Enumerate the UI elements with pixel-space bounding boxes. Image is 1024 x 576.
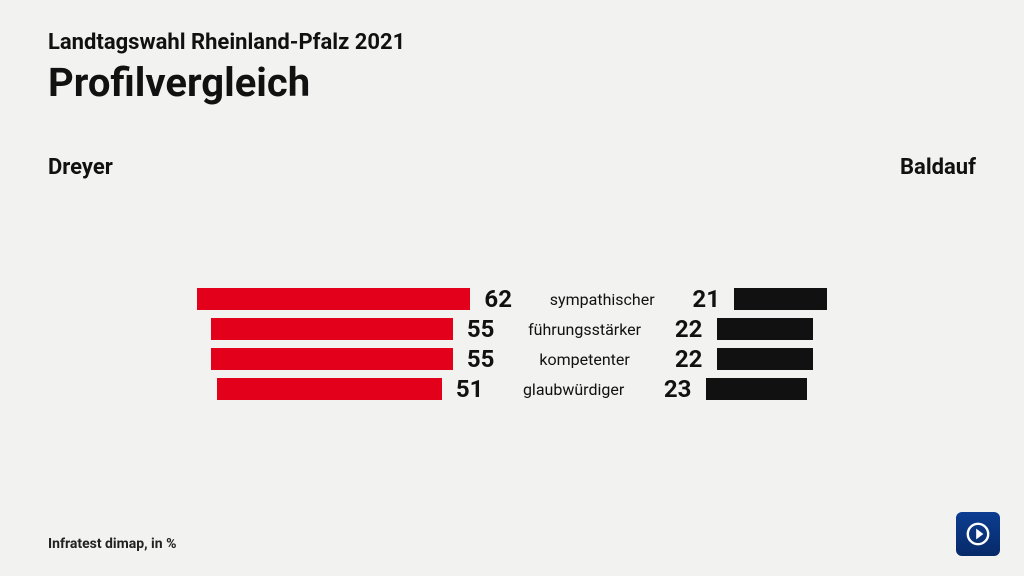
right-bar bbox=[706, 378, 807, 400]
right-value: 23 bbox=[654, 375, 702, 403]
right-value: 22 bbox=[665, 345, 713, 373]
table-row: 62sympathischer21 bbox=[0, 284, 1024, 314]
category-label: führungsstärker bbox=[505, 320, 665, 339]
right-bar bbox=[717, 348, 814, 370]
chart-title: Profilvergleich bbox=[48, 59, 976, 106]
category-label: sympathischer bbox=[522, 290, 682, 309]
left-bar bbox=[217, 378, 441, 400]
left-value: 55 bbox=[457, 345, 505, 373]
right-bar bbox=[717, 318, 814, 340]
right-value: 21 bbox=[682, 285, 730, 313]
table-row: 55führungsstärker22 bbox=[0, 314, 1024, 344]
left-value: 55 bbox=[457, 315, 505, 343]
left-candidate-label: Dreyer bbox=[48, 155, 113, 180]
left-bar bbox=[211, 348, 453, 370]
left-value: 51 bbox=[446, 375, 494, 403]
das-erste-icon bbox=[963, 519, 993, 549]
right-candidate-label: Baldauf bbox=[900, 155, 976, 180]
table-row: 51glaubwürdiger23 bbox=[0, 374, 1024, 404]
left-value: 62 bbox=[474, 285, 522, 313]
table-row: 55kompetenter22 bbox=[0, 344, 1024, 374]
right-value: 22 bbox=[665, 315, 713, 343]
broadcaster-logo bbox=[956, 512, 1000, 556]
left-bar bbox=[211, 318, 453, 340]
chart-subtitle: Landtagswahl Rheinland-Pfalz 2021 bbox=[48, 30, 976, 55]
source-text: Infratest dimap, in % bbox=[48, 536, 176, 552]
left-bar bbox=[197, 288, 470, 310]
diverging-bar-chart: 62sympathischer2155führungsstärker2255ko… bbox=[0, 284, 1024, 404]
category-label: glaubwürdiger bbox=[494, 380, 654, 399]
category-label: kompetenter bbox=[505, 350, 665, 369]
right-bar bbox=[734, 288, 826, 310]
